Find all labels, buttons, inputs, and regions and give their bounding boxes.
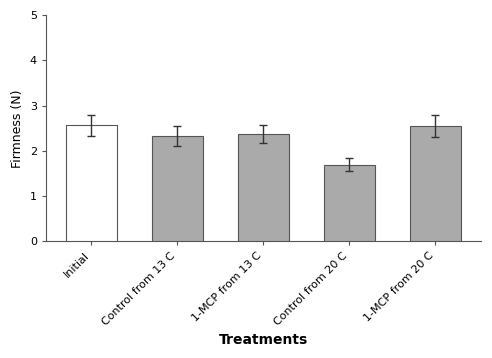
X-axis label: Treatments: Treatments (219, 333, 308, 347)
Bar (238, 134, 289, 242)
Bar (409, 126, 461, 242)
Bar (152, 136, 203, 242)
Bar (65, 125, 117, 242)
Bar (324, 165, 375, 242)
Y-axis label: Firmness (N): Firmness (N) (11, 89, 24, 168)
